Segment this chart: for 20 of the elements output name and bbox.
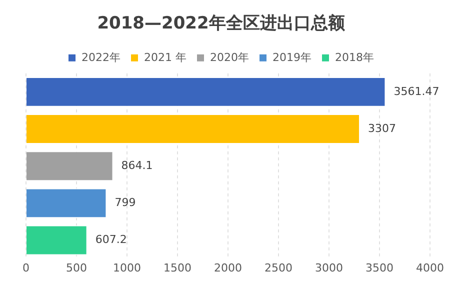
legend-label: 2020年 bbox=[210, 50, 249, 64]
x-tick-label: 1500 bbox=[164, 261, 192, 274]
x-tick-label: 500 bbox=[66, 261, 87, 274]
data-label: 607.2 bbox=[95, 233, 127, 246]
chart-title: 2018—2022年全区进出口总额 bbox=[97, 14, 346, 34]
data-label: 3307 bbox=[368, 122, 396, 135]
x-tick-label: 3500 bbox=[366, 261, 394, 274]
data-label: 799 bbox=[114, 196, 136, 210]
x-tick-label: 2500 bbox=[264, 261, 292, 274]
legend-label: 2021 年 bbox=[144, 50, 187, 64]
x-tick-label: 4000 bbox=[416, 261, 444, 274]
x-tick-label: 1000 bbox=[113, 261, 141, 274]
data-label: 864.1 bbox=[121, 158, 153, 172]
x-tick-label: 3000 bbox=[315, 261, 343, 274]
legend-label: 2022年 bbox=[82, 50, 121, 64]
data-label: 3561.47 bbox=[394, 84, 440, 98]
x-tick-label: 2000 bbox=[214, 261, 242, 274]
legend-label: 2018年 bbox=[334, 50, 374, 64]
legend-label: 2019年 bbox=[272, 50, 312, 64]
x-tick-label: 0 bbox=[22, 261, 30, 274]
